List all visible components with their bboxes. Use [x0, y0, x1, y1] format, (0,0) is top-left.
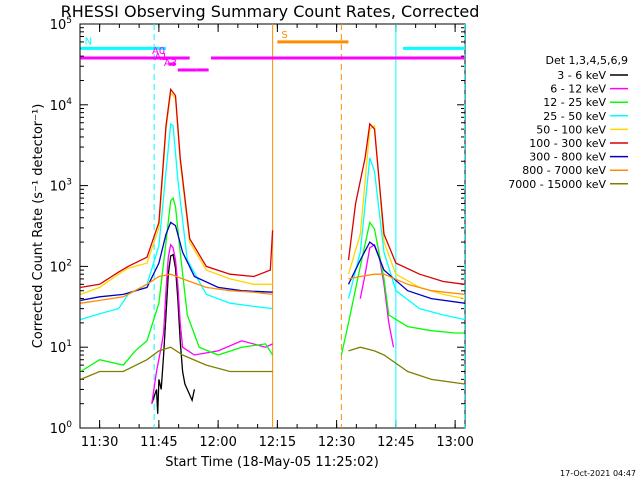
y-tick-label: 103 [50, 178, 72, 195]
series-line [80, 87, 274, 289]
y-tick-label: 101 [50, 339, 72, 356]
y-axis-label: Corrected Count Rate (s⁻¹ detector⁻¹) [31, 104, 46, 349]
x-tick-label: 12:00 [199, 435, 236, 450]
x-tick-label: 11:30 [81, 435, 118, 450]
timestamp: 17-Oct-2021 04:47 [560, 469, 636, 478]
series-line [80, 346, 273, 380]
series-line [348, 273, 465, 296]
x-tick-label: 12:30 [318, 435, 355, 450]
series-line [80, 273, 273, 304]
x-tick-label: 11:45 [140, 435, 177, 450]
chart-title: RHESSI Observing Summary Count Rates, Co… [61, 2, 480, 21]
flag-label: A3 [164, 58, 177, 69]
legend-label: 800 - 7000 keV [522, 164, 606, 177]
x-tick-label: 12:15 [259, 435, 296, 450]
legend-label: 7000 - 15000 keV [508, 178, 606, 191]
series-line [348, 346, 465, 385]
series-line [347, 124, 465, 300]
y-tick-label: 105 [50, 16, 72, 33]
x-axis: 11:30 11:45 12:00 12:15 12:30 12:45 13:00 [81, 24, 474, 450]
series-line [80, 221, 273, 302]
legend-label: 12 - 25 keV [543, 96, 606, 109]
x-axis-label: Start Time (18-May-05 11:25:02) [165, 455, 379, 470]
series-lines [80, 87, 465, 414]
series-line [340, 220, 465, 356]
flag-label: N [85, 36, 92, 47]
y-tick-label: 102 [50, 258, 72, 275]
series-line [151, 253, 196, 414]
series-line [347, 241, 465, 304]
legend-label: 300 - 800 keV [529, 151, 606, 164]
y-axis: 100 101 102 103 104 105 [50, 16, 465, 437]
series-line [80, 196, 274, 373]
series-line [347, 157, 465, 321]
legend-label: 6 - 12 keV [550, 83, 606, 96]
y-tick-label: 100 [50, 420, 73, 437]
legend-label: 50 - 100 keV [536, 123, 606, 136]
series-line [151, 243, 273, 404]
x-tick-label: 12:45 [377, 435, 414, 450]
series-line [80, 91, 273, 296]
series-line [80, 122, 273, 321]
legend-label: 25 - 50 keV [543, 110, 606, 123]
legend-label: 100 - 300 keV [529, 137, 606, 150]
series-line [359, 243, 395, 348]
flag-label: S [281, 30, 287, 41]
x-tick-label: 13:00 [436, 435, 473, 450]
series-line [347, 122, 465, 285]
marker-lines [153, 24, 466, 428]
legend-label: 3 - 6 keV [557, 69, 606, 82]
flag-label: A1 [154, 52, 167, 63]
flag-label: A0 [152, 46, 165, 57]
legend-title: Det 1,3,4,5,6,9 [545, 54, 628, 67]
y-tick-label: 104 [50, 97, 73, 114]
